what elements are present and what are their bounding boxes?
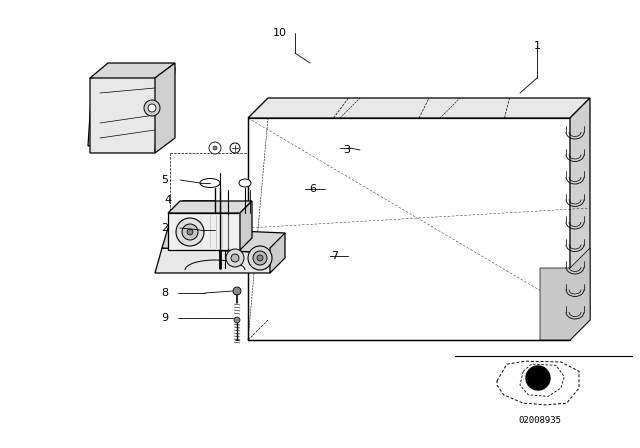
Text: 9: 9 bbox=[161, 313, 168, 323]
Polygon shape bbox=[248, 118, 570, 340]
Polygon shape bbox=[162, 228, 285, 253]
Ellipse shape bbox=[200, 178, 220, 188]
Polygon shape bbox=[270, 233, 285, 273]
Polygon shape bbox=[240, 201, 252, 250]
Text: 10: 10 bbox=[273, 28, 287, 38]
Polygon shape bbox=[155, 248, 278, 273]
Ellipse shape bbox=[239, 179, 251, 187]
Circle shape bbox=[233, 287, 241, 295]
Text: 2: 2 bbox=[161, 223, 168, 233]
Circle shape bbox=[148, 104, 156, 112]
Text: 6: 6 bbox=[310, 184, 317, 194]
Circle shape bbox=[234, 317, 240, 323]
Text: 02008935: 02008935 bbox=[518, 415, 561, 425]
Polygon shape bbox=[90, 68, 160, 153]
Circle shape bbox=[230, 143, 240, 153]
Text: 7: 7 bbox=[332, 251, 339, 261]
Text: 4: 4 bbox=[164, 195, 172, 205]
Circle shape bbox=[187, 229, 193, 235]
Circle shape bbox=[176, 218, 204, 246]
Polygon shape bbox=[168, 201, 252, 213]
Circle shape bbox=[182, 224, 198, 240]
Polygon shape bbox=[168, 213, 240, 250]
Text: 8: 8 bbox=[161, 288, 168, 298]
Text: 5: 5 bbox=[161, 175, 168, 185]
Polygon shape bbox=[155, 63, 175, 153]
Text: 3: 3 bbox=[344, 145, 351, 155]
Circle shape bbox=[253, 251, 267, 265]
Circle shape bbox=[257, 255, 263, 261]
Circle shape bbox=[226, 249, 244, 267]
Circle shape bbox=[526, 366, 550, 390]
Circle shape bbox=[248, 246, 272, 270]
Polygon shape bbox=[248, 98, 590, 118]
Circle shape bbox=[144, 100, 160, 116]
Polygon shape bbox=[540, 248, 590, 340]
Circle shape bbox=[209, 142, 221, 154]
Circle shape bbox=[213, 146, 217, 150]
Text: 1: 1 bbox=[534, 41, 541, 51]
Polygon shape bbox=[88, 68, 175, 146]
Polygon shape bbox=[570, 98, 590, 340]
Circle shape bbox=[231, 254, 239, 262]
Polygon shape bbox=[90, 63, 175, 78]
